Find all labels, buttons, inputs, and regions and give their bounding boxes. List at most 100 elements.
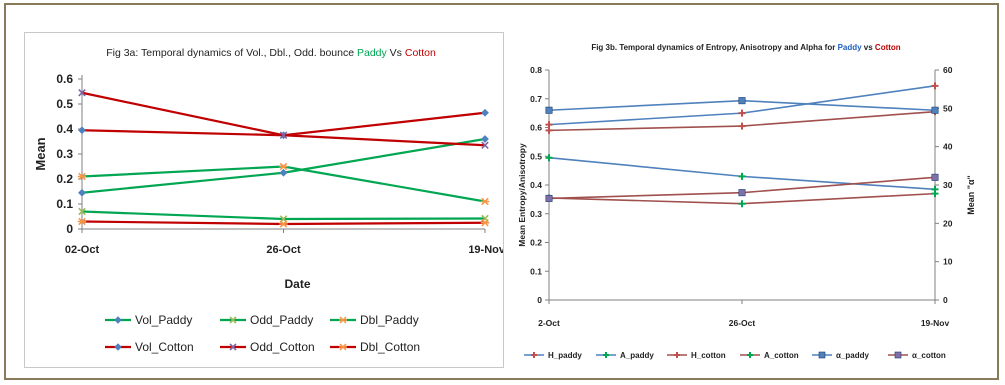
right-tick-label: 60	[943, 65, 953, 75]
chart-title-part-3: Cotton	[405, 47, 436, 59]
legend-marker	[818, 351, 826, 359]
chart-panel-3a: Fig 3a: Temporal dynamics of Vol., Dbl.,…	[24, 32, 506, 368]
legend-marker	[229, 343, 237, 351]
right-tick-label: 20	[943, 218, 953, 228]
data-point	[78, 126, 86, 135]
data-point	[738, 200, 746, 208]
data-point	[78, 188, 86, 197]
data-point	[481, 135, 489, 143]
data-point	[77, 217, 87, 226]
left-tick-label: 0	[537, 295, 542, 305]
legend-label: A_paddy	[620, 351, 654, 360]
chart-title-part-0: Fig 3a: Temporal dynamics of Vol., Dbl.,…	[106, 47, 357, 59]
chart-title-part-1: Paddy	[838, 43, 863, 52]
x-tick-label: 26-Oct	[266, 244, 301, 256]
data-point	[545, 194, 553, 202]
legend-label: Dbl_Paddy	[360, 313, 419, 327]
right-tick-label: 30	[943, 180, 953, 190]
data-point	[931, 190, 939, 198]
chart-panel-3b: Fig 3b. Temporal dynamics of Entropy, An…	[516, 28, 984, 370]
x-axis-title: Date	[284, 277, 310, 291]
series-line	[548, 85, 936, 126]
legend-marker	[339, 316, 347, 324]
data-point	[545, 126, 553, 134]
legend-marker	[603, 352, 609, 358]
data-point	[279, 131, 288, 140]
y-tick-label: 0.1	[56, 197, 73, 211]
y-tick-label: 0.2	[56, 172, 73, 186]
right-tick-label: 0	[943, 295, 948, 305]
x-tick-label: 26-Oct	[729, 318, 756, 328]
right-tick-label: 50	[943, 103, 953, 113]
legend-label: α_paddy	[836, 351, 869, 360]
data-point	[279, 162, 288, 171]
data-point	[279, 220, 288, 228]
x-tick-label: 02-Oct	[65, 244, 100, 256]
legend-label: A_cotton	[764, 351, 799, 360]
left-tick-label: 0.8	[530, 65, 542, 75]
data-point	[279, 168, 288, 177]
left-tick-label: 0.7	[530, 94, 542, 104]
data-point	[78, 207, 86, 216]
y-tick-label: 0.5	[56, 97, 73, 111]
y-tick-label: 0.6	[56, 72, 73, 86]
data-point	[78, 88, 86, 97]
chart-title: Fig 3b. Temporal dynamics of Entropy, An…	[591, 43, 900, 52]
y-tick-label: 0	[66, 222, 73, 236]
left-axis-title: Mean Entropy/Anisotropy	[517, 143, 527, 247]
left-tick-label: 0.6	[530, 123, 542, 133]
legend-label: Vol_Paddy	[135, 313, 192, 327]
legend-label: Vol_Cotton	[135, 340, 194, 354]
data-point	[931, 82, 939, 90]
legend-label: H_cotton	[691, 351, 726, 360]
left-tick-label: 0.4	[530, 180, 542, 190]
data-point	[545, 106, 553, 114]
left-tick-label: 0.3	[530, 209, 542, 219]
data-point	[77, 172, 87, 181]
chart-title-part-2: Vs	[387, 47, 405, 59]
right-axis-title: Mean "α"	[966, 175, 976, 215]
data-point	[738, 122, 746, 130]
chart-title-part-2: vs	[862, 43, 875, 52]
chart-title-part-3: Cotton	[875, 43, 901, 52]
legend-label: Odd_Paddy	[250, 313, 313, 327]
right-tick-label: 40	[943, 142, 953, 152]
legend-marker	[747, 352, 753, 358]
x-tick-label: 19-Nov	[921, 318, 950, 328]
data-point	[481, 141, 489, 150]
data-point	[738, 189, 746, 197]
data-point	[480, 219, 490, 227]
y-tick-label: 0.3	[56, 147, 73, 161]
right-tick-label: 10	[943, 257, 953, 267]
data-point	[738, 97, 746, 105]
legend-marker	[114, 316, 122, 324]
x-tick-label: 2-Oct	[538, 318, 560, 328]
data-point	[738, 109, 746, 117]
chart-title-part-0: Fig 3b. Temporal dynamics of Entropy, An…	[591, 43, 837, 52]
chart-3a-svg: Fig 3a: Temporal dynamics of Vol., Dbl.,…	[33, 47, 506, 354]
y-tick-label: 0.4	[56, 122, 73, 136]
x-tick-label: 19-Nov	[468, 244, 503, 256]
data-point	[545, 154, 553, 162]
legend-marker	[229, 316, 237, 324]
legend-label: Dbl_Cotton	[360, 340, 420, 354]
left-tick-label: 0.2	[530, 238, 542, 248]
legend-label: H_paddy	[548, 351, 582, 360]
legend-label: Odd_Cotton	[250, 340, 315, 354]
legend-marker	[339, 343, 347, 351]
data-point	[480, 197, 490, 206]
data-point	[931, 173, 939, 181]
data-point	[481, 108, 489, 117]
y-axis-title: Mean	[33, 137, 48, 170]
chart-title-part-1: Paddy	[357, 47, 388, 59]
legend-marker	[531, 352, 537, 358]
legend-marker	[894, 351, 902, 359]
chart-title: Fig 3a: Temporal dynamics of Vol., Dbl.,…	[106, 47, 436, 59]
left-tick-label: 0.1	[530, 266, 542, 276]
data-point	[738, 172, 746, 180]
chart-3b-svg: Fig 3b. Temporal dynamics of Entropy, An…	[517, 43, 976, 360]
left-tick-label: 0.5	[530, 151, 542, 161]
legend-marker	[114, 343, 122, 351]
legend-marker	[674, 352, 680, 358]
legend-label: α_cotton	[912, 351, 946, 360]
